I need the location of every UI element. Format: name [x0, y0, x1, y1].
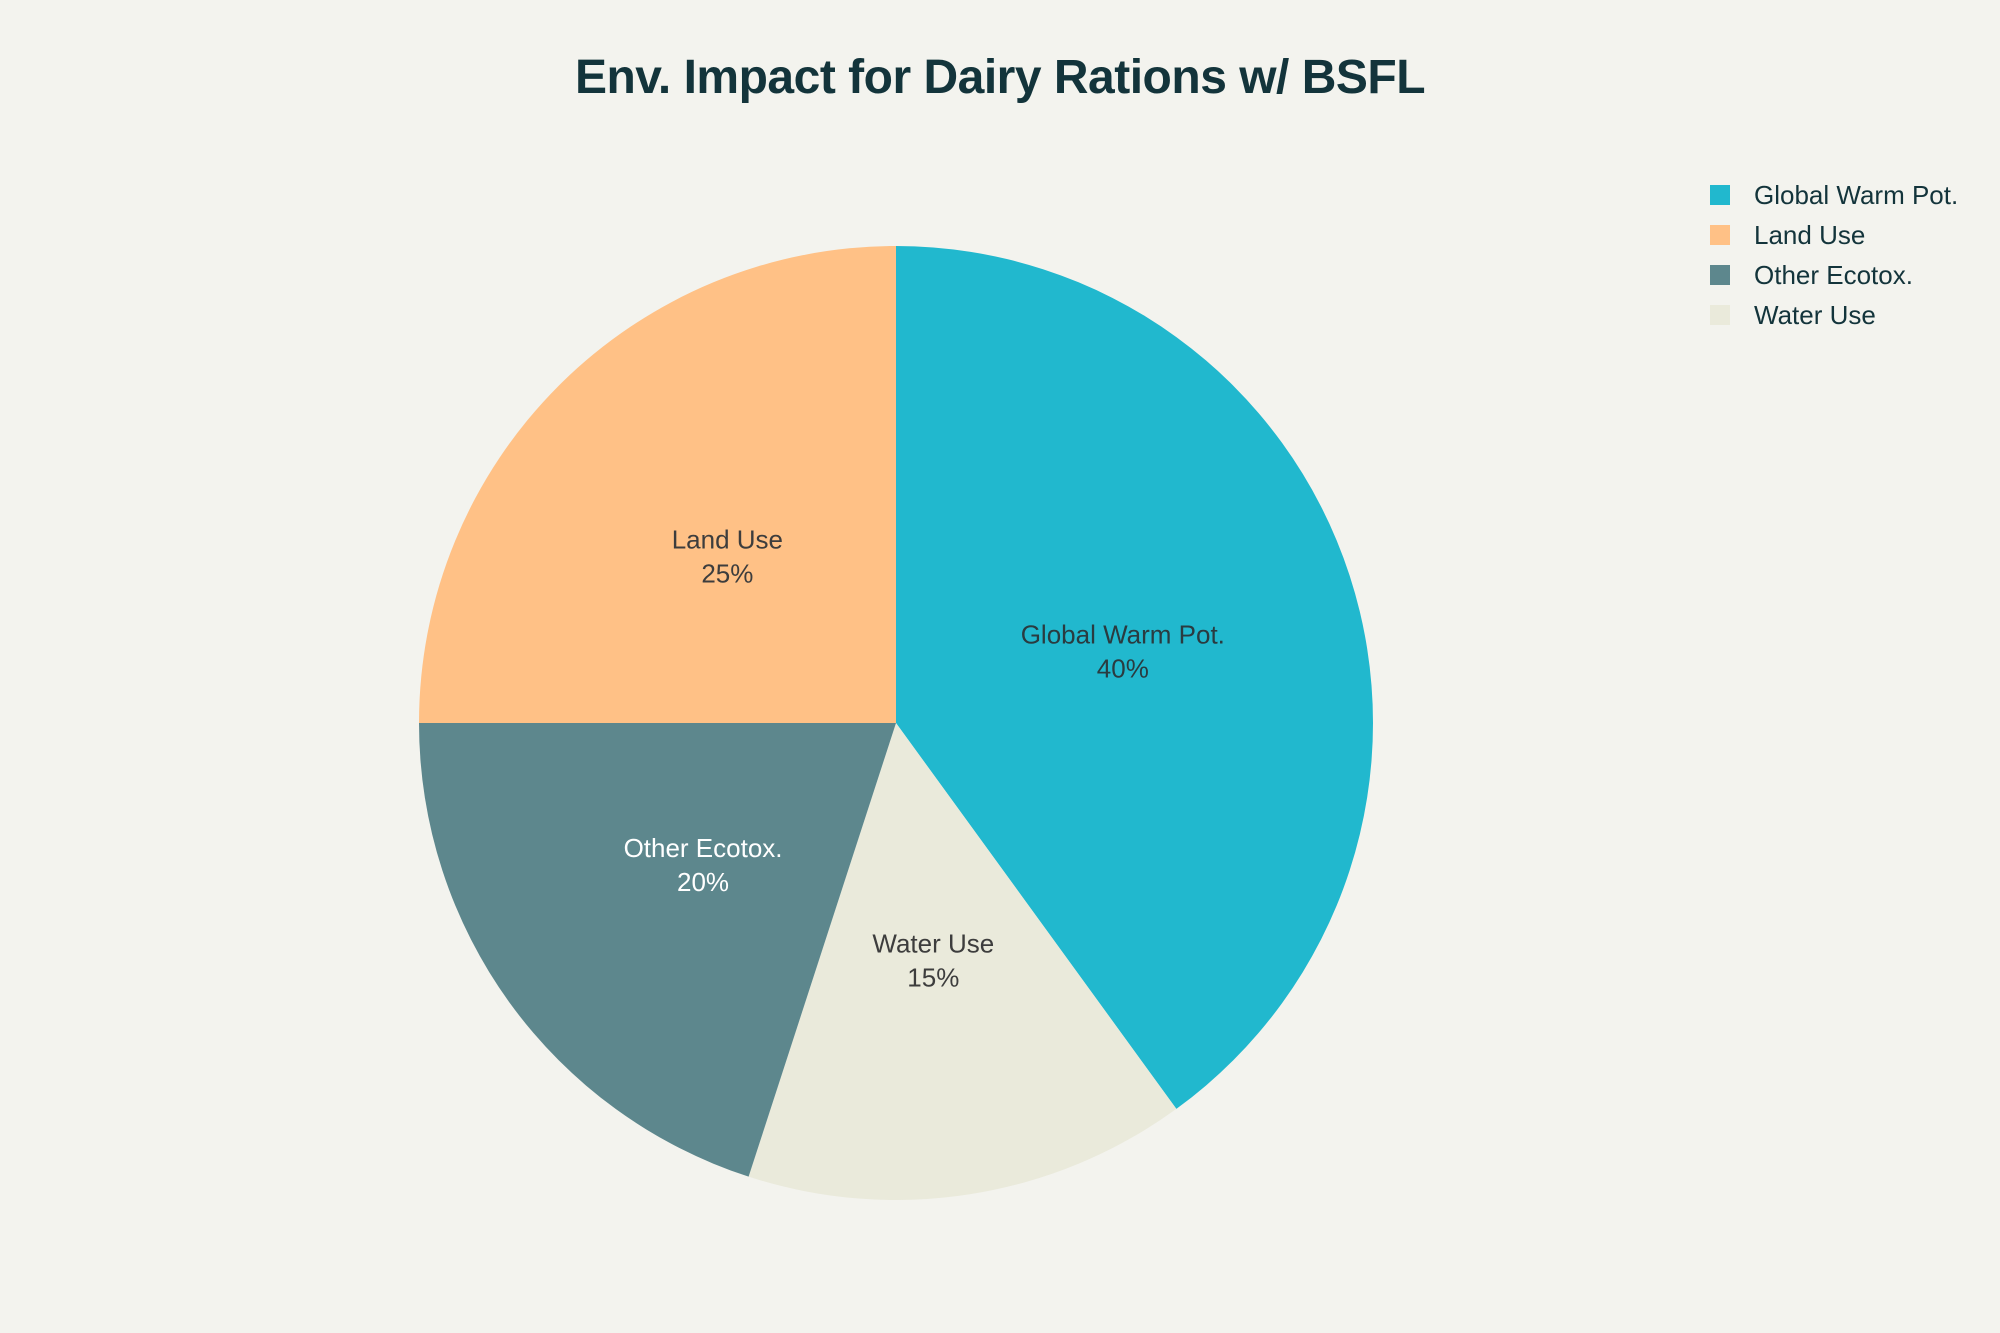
legend-label: Other Ecotox. [1754, 259, 1913, 290]
legend-item-water-use[interactable]: Water Use [1710, 295, 1958, 335]
legend-label: Global Warm Pot. [1754, 179, 1959, 210]
slice-label-global-warm-pot: Global Warm Pot. [1021, 619, 1225, 649]
slice-percent-water-use: 15% [907, 963, 959, 993]
pie-slice-global-warm-pot [896, 246, 1373, 1109]
pie-slice-land-use [419, 246, 896, 723]
slice-percent-other-ecotox: 20% [677, 867, 729, 897]
slice-percent-global-warm-pot: 40% [1097, 653, 1149, 683]
legend-item-land-use[interactable]: Land Use [1710, 215, 1958, 255]
legend-label: Land Use [1754, 219, 1866, 250]
legend: Global Warm Pot. Land Use Other Ecotox. Wat… [1710, 175, 1958, 335]
legend-swatch [1710, 305, 1730, 325]
chart-title: Env. Impact for Dairy Rations w/ BSFL [574, 51, 1426, 104]
slice-label-other-ecotox: Other Ecotox. [624, 833, 783, 863]
legend-swatch [1710, 225, 1730, 245]
slice-label-land-use: Land Use [672, 524, 783, 554]
pie-slice-other-ecotox [419, 723, 896, 1177]
legend-swatch [1710, 265, 1730, 285]
legend-item-other-ecotox[interactable]: Other Ecotox. [1710, 255, 1958, 295]
slice-label-water-use: Water Use [872, 929, 994, 959]
legend-swatch [1710, 185, 1730, 205]
slice-percent-land-use: 25% [701, 558, 753, 588]
legend-label: Water Use [1754, 299, 1876, 330]
legend-item-global-warm-pot[interactable]: Global Warm Pot. [1710, 175, 1958, 215]
pie-slice-water-use [748, 723, 1177, 1200]
